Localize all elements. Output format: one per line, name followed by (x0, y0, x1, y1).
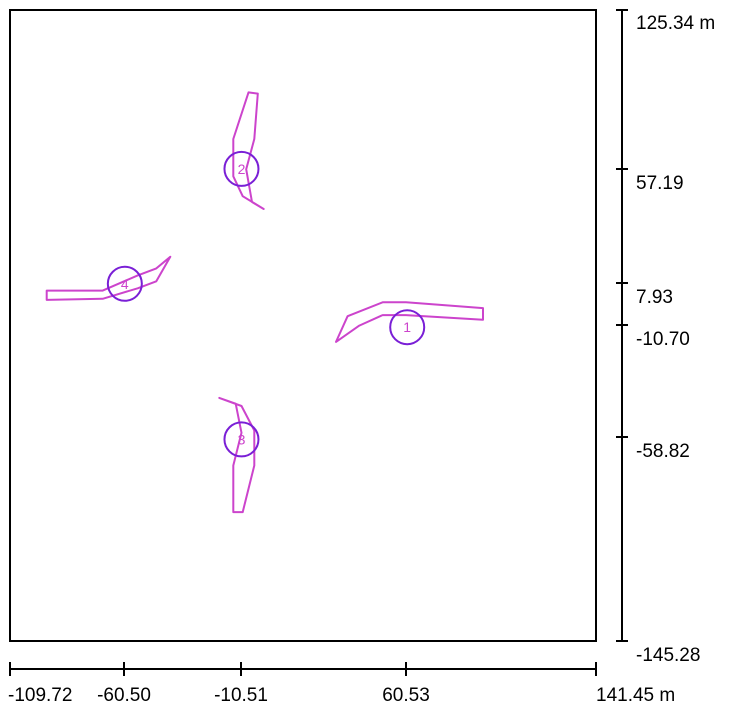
turbine-marker-label: 1 (403, 319, 411, 335)
y-scale-bar: 125.34 m 57.19 7.93 -10.70 -58.82 -145.2… (616, 9, 715, 666)
y-tick-label-1: 7.93 (636, 287, 673, 308)
turbine-marker-4[interactable]: 4 (106, 265, 143, 302)
map-frame (9, 9, 597, 642)
x-end-label: 141.45 m (596, 685, 675, 706)
turbine-marker-circle (223, 421, 260, 458)
turbine-marker-circle (389, 309, 426, 346)
markers-layer: 1 2 3 4 (106, 150, 426, 458)
x-tick-label-1: -60.50 (97, 685, 151, 706)
turbine-blade-4 (45, 255, 172, 301)
x-tick-label-2: -10.51 (214, 685, 268, 706)
y-bottom-label: -145.28 (636, 645, 700, 666)
turbine-marker-circle (106, 265, 143, 302)
turbine-blade-3 (218, 396, 256, 514)
turbine-marker-label: 3 (238, 431, 246, 447)
turbine-marker-1[interactable]: 1 (389, 309, 426, 346)
turbine-marker-label: 4 (121, 276, 129, 292)
turbine-blade-2 (232, 91, 265, 210)
turbine-marker-label: 2 (238, 161, 246, 177)
blades-layer (45, 91, 484, 514)
y-top-label: 125.34 m (636, 13, 715, 34)
x-tick-label-3: 60.53 (382, 685, 430, 706)
turbine-marker-circle (223, 150, 260, 187)
y-tick-label-3: -58.82 (636, 441, 690, 462)
x-tick-label-0: -109.72 (8, 685, 72, 706)
x-scale-bar: -109.72 -60.50 -10.51 60.53 141.45 m (8, 662, 675, 706)
y-tick-label-0: 57.19 (636, 173, 684, 194)
turbine-marker-2[interactable]: 2 (223, 150, 260, 187)
turbine-marker-3[interactable]: 3 (223, 421, 260, 458)
y-tick-label-2: -10.70 (636, 329, 690, 350)
